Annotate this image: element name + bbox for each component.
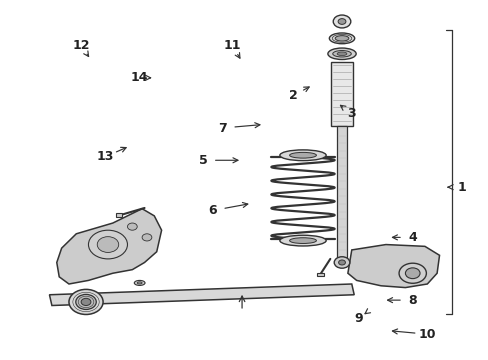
Ellipse shape xyxy=(134,280,145,285)
Ellipse shape xyxy=(289,152,316,158)
Ellipse shape xyxy=(279,150,325,161)
Text: 14: 14 xyxy=(131,71,148,84)
Text: 13: 13 xyxy=(97,150,114,163)
Circle shape xyxy=(69,289,103,315)
Polygon shape xyxy=(57,209,161,284)
Circle shape xyxy=(333,257,349,268)
Text: 5: 5 xyxy=(198,154,207,167)
Text: 12: 12 xyxy=(72,39,90,52)
Bar xyxy=(330,62,352,126)
Circle shape xyxy=(81,298,91,306)
Circle shape xyxy=(97,237,119,252)
Circle shape xyxy=(127,223,137,230)
Ellipse shape xyxy=(327,48,355,59)
Bar xyxy=(317,273,324,276)
Text: 8: 8 xyxy=(407,294,416,307)
Text: 3: 3 xyxy=(347,107,355,120)
Circle shape xyxy=(76,294,96,310)
Text: 1: 1 xyxy=(456,181,465,194)
Bar xyxy=(116,213,122,217)
Text: 10: 10 xyxy=(418,328,435,341)
Polygon shape xyxy=(49,284,353,306)
Ellipse shape xyxy=(336,52,346,55)
Text: 4: 4 xyxy=(407,231,416,244)
Text: 2: 2 xyxy=(288,89,297,102)
Circle shape xyxy=(88,230,127,259)
Text: 11: 11 xyxy=(223,39,241,52)
Circle shape xyxy=(337,19,345,24)
Ellipse shape xyxy=(329,33,354,44)
Text: 6: 6 xyxy=(208,204,217,217)
Circle shape xyxy=(338,260,345,265)
Bar xyxy=(336,126,346,259)
Circle shape xyxy=(332,15,350,28)
Ellipse shape xyxy=(332,50,350,57)
Ellipse shape xyxy=(137,282,142,284)
Polygon shape xyxy=(347,244,439,288)
Ellipse shape xyxy=(289,238,316,243)
Ellipse shape xyxy=(279,235,325,246)
Circle shape xyxy=(405,268,419,279)
Circle shape xyxy=(398,263,426,283)
Text: 9: 9 xyxy=(354,311,363,325)
Ellipse shape xyxy=(334,36,348,41)
Circle shape xyxy=(142,234,152,241)
Text: 7: 7 xyxy=(218,122,226,135)
